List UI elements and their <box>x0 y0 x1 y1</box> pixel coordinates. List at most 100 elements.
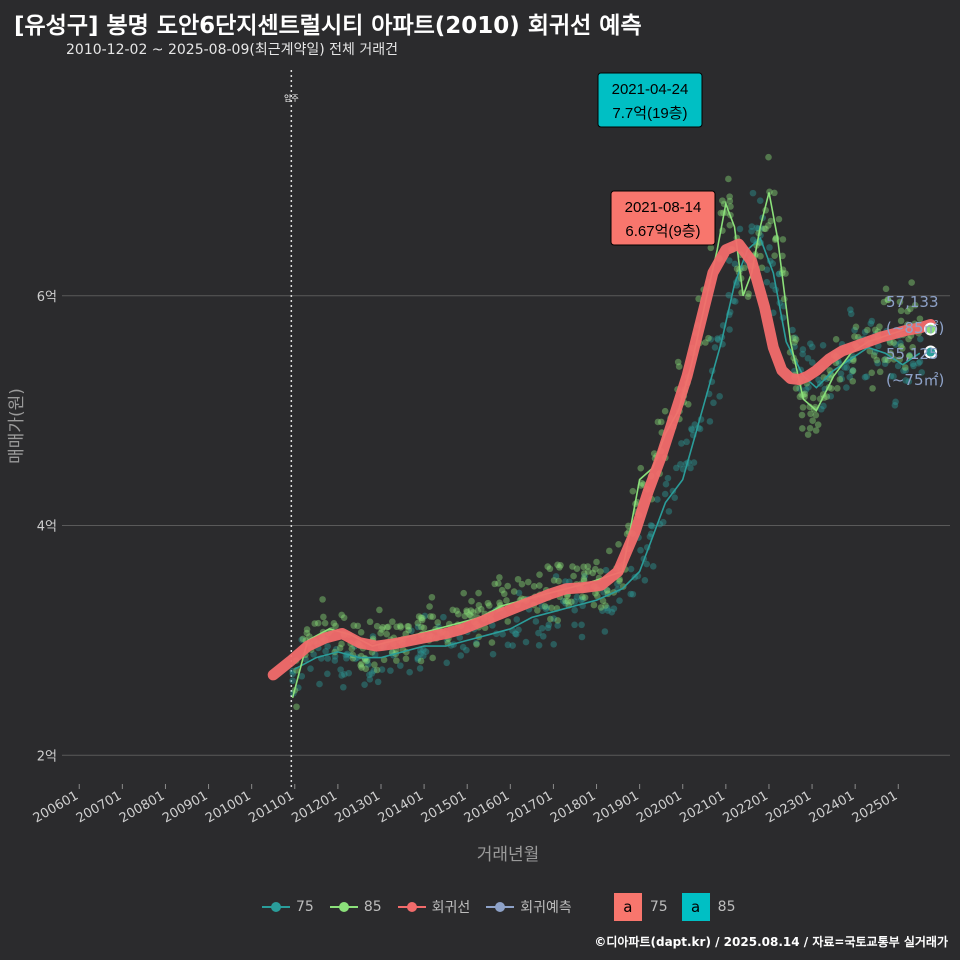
transaction-point <box>503 597 510 604</box>
transaction-point <box>711 344 719 351</box>
transaction-point <box>808 343 816 351</box>
transaction-point <box>546 565 554 573</box>
transaction-point <box>726 193 733 200</box>
annotation-box <box>610 190 716 246</box>
transaction-point <box>868 369 876 377</box>
end-label-unit: (~85㎡) <box>886 319 944 337</box>
transaction-point <box>536 582 543 589</box>
transaction-point <box>434 619 442 626</box>
transaction-point <box>874 359 881 367</box>
transaction-point <box>357 662 364 669</box>
transaction-point <box>648 522 656 530</box>
transaction-point <box>362 665 370 673</box>
transaction-point <box>608 608 616 616</box>
transaction-point <box>415 613 423 620</box>
transaction-point <box>771 189 778 197</box>
transaction-point <box>714 335 721 342</box>
transaction-point <box>796 393 804 401</box>
transaction-point <box>909 360 917 368</box>
transaction-point <box>766 244 773 251</box>
transaction-point <box>902 364 909 371</box>
transaction-point <box>799 404 807 411</box>
transaction-point <box>310 651 317 658</box>
transaction-point <box>716 393 723 400</box>
transaction-point <box>725 257 733 264</box>
transaction-point <box>868 317 876 325</box>
annotation-box <box>597 72 703 128</box>
legend-label-regression: 회귀선 <box>431 900 471 916</box>
transaction-point <box>379 623 387 631</box>
transaction-point <box>320 613 327 621</box>
transaction-point <box>807 340 814 347</box>
transaction-point <box>638 479 646 487</box>
transaction-point <box>477 605 485 613</box>
transaction-point <box>906 352 914 359</box>
transaction-point <box>385 623 392 631</box>
transaction-point <box>899 345 906 352</box>
transaction-point <box>550 640 558 648</box>
transaction-point <box>453 607 460 614</box>
transaction-point <box>428 593 436 601</box>
transaction-point <box>779 236 787 243</box>
transaction-point <box>535 629 542 637</box>
transaction-point <box>662 480 670 488</box>
transaction-point <box>475 589 482 597</box>
transaction-point <box>463 607 470 614</box>
transaction-point <box>890 373 897 380</box>
end-marker <box>924 345 938 359</box>
transaction-point <box>884 296 892 303</box>
transaction-point <box>799 346 807 353</box>
transaction-point <box>748 223 756 230</box>
transaction-point <box>397 624 405 631</box>
transaction-point <box>767 217 775 225</box>
transaction-point <box>603 586 611 594</box>
transaction-point <box>366 676 374 683</box>
transaction-point <box>420 624 428 632</box>
transaction-point <box>841 364 848 371</box>
transaction-point <box>422 648 430 655</box>
series-line-85 <box>291 192 921 699</box>
transaction-point <box>449 606 457 614</box>
transaction-point <box>418 614 426 622</box>
x-tick-label: 202301 <box>764 788 814 826</box>
transaction-point <box>397 622 404 630</box>
transaction-point <box>690 459 698 466</box>
transaction-point <box>378 626 386 633</box>
transaction-point <box>789 326 796 334</box>
transaction-point <box>414 619 422 627</box>
x-tick-label: 202001 <box>634 788 684 826</box>
transaction-point <box>383 630 390 638</box>
transaction-point <box>876 323 883 331</box>
legend-label-forecast: 회귀예측 <box>520 900 572 916</box>
transaction-point <box>544 624 552 632</box>
transaction-point <box>916 358 924 366</box>
transaction-point <box>499 630 506 638</box>
transaction-point <box>416 665 424 672</box>
transaction-point <box>293 703 300 711</box>
x-tick-label: 201101 <box>246 788 296 826</box>
x-tick-label: 202101 <box>677 788 727 826</box>
transaction-point <box>590 601 598 609</box>
transaction-point <box>341 671 348 678</box>
transaction-point <box>467 612 475 620</box>
transaction-point <box>512 630 519 638</box>
transaction-point <box>881 360 889 367</box>
transaction-point <box>814 421 822 428</box>
transaction-point <box>848 368 856 376</box>
transaction-point <box>580 563 587 571</box>
transaction-point <box>799 425 806 432</box>
transaction-point <box>466 611 473 619</box>
transaction-point <box>601 628 609 635</box>
transaction-point <box>562 600 569 607</box>
transaction-point <box>457 652 465 659</box>
transaction-point <box>348 645 356 653</box>
transaction-point <box>616 597 623 604</box>
transaction-point <box>809 417 816 425</box>
x-tick-label: 201301 <box>333 788 383 826</box>
transaction-point <box>843 364 850 371</box>
transaction-point <box>418 623 425 631</box>
transaction-points <box>289 153 926 711</box>
transaction-point <box>775 270 783 278</box>
legend-box-85: a <box>681 893 710 921</box>
